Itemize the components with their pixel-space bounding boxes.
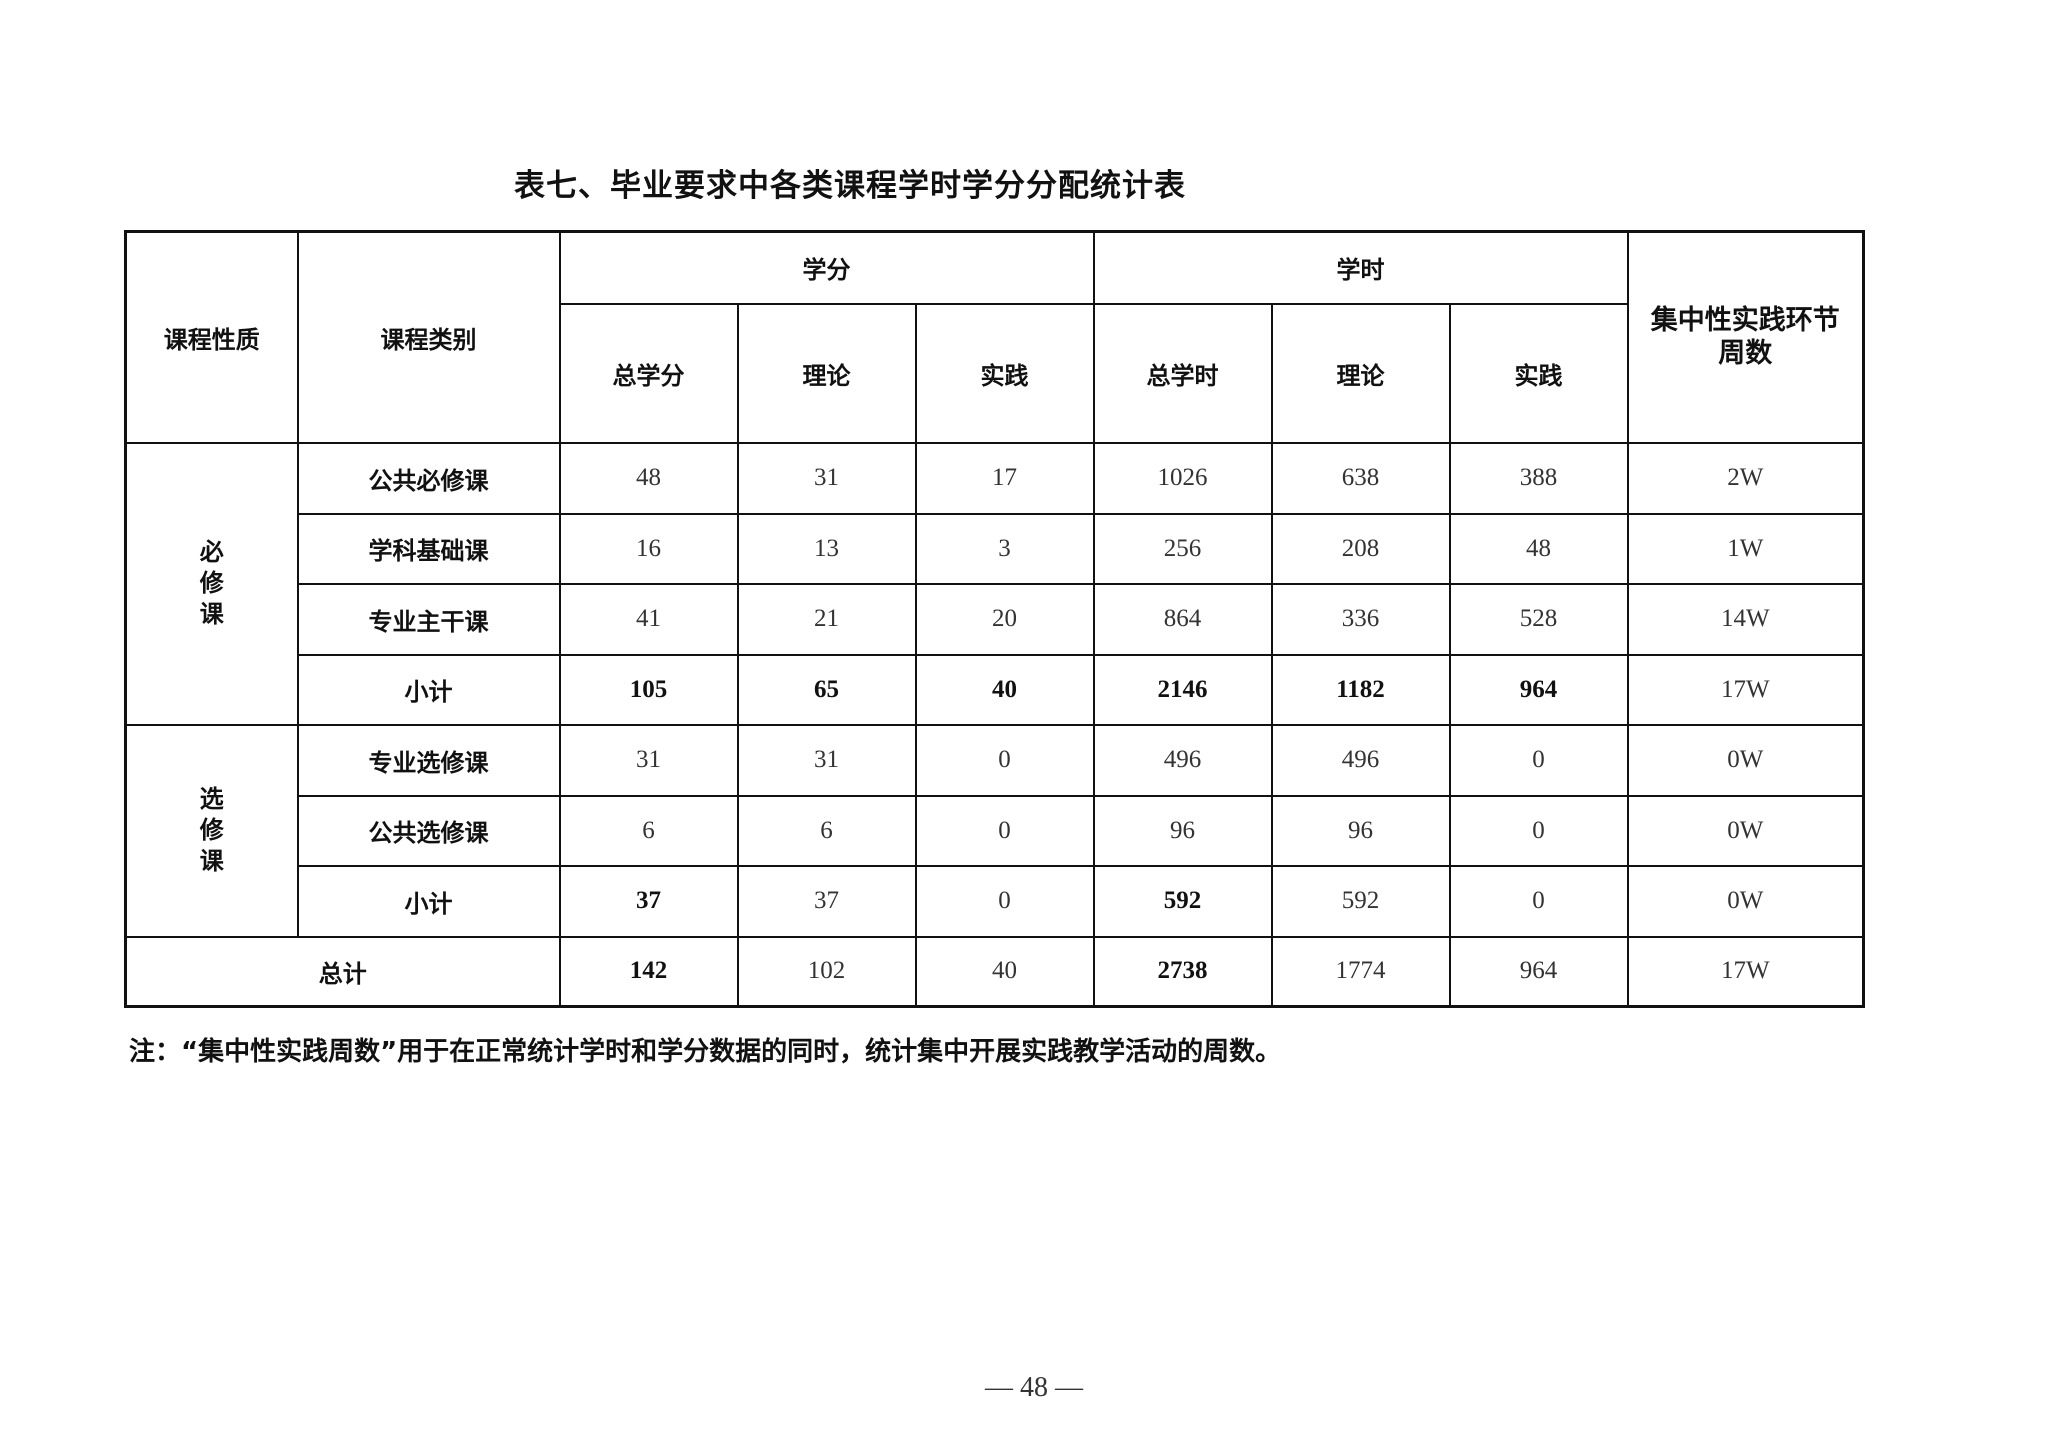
header-course-category: 课程类别 <box>296 230 561 444</box>
total-value-cell: 1774 <box>1270 935 1451 1008</box>
table-row: 公共选修课 6 6 0 96 96 0 0W <box>126 794 1865 867</box>
value-cell: 96 <box>1092 794 1273 867</box>
value-cell: 14W <box>1626 582 1865 656</box>
table-row: 专业主干课 41 21 20 864 336 528 14W <box>126 582 1865 656</box>
table-note: 注：“集中性实践周数”用于在正常统计学时和学分数据的同时，统计集中开展实践教学活… <box>129 1037 1282 1067</box>
value-cell: 0W <box>1626 864 1865 938</box>
value-cell: 21 <box>736 582 917 656</box>
course-category-cell: 公共选修课 <box>296 794 561 867</box>
course-category-cell: 小计 <box>296 864 561 938</box>
total-row: 总计 142 102 40 2738 1774 964 17W <box>124 935 1865 1008</box>
table-row: 小计 37 37 0 592 592 0 0W <box>126 864 1865 938</box>
header-theory-hours: 理论 <box>1270 302 1451 444</box>
header-theory-credits: 理论 <box>736 302 917 444</box>
header-practice-weeks: 集中性实践环节周数 <box>1626 230 1865 444</box>
table-title: 表七、毕业要求中各类课程学时学分分配统计表 <box>514 168 1186 204</box>
value-cell: 17W <box>1626 653 1865 726</box>
course-nature-cell: 选修课 <box>124 723 299 938</box>
value-cell: 37 <box>558 864 739 938</box>
total-value-cell: 40 <box>914 935 1095 1008</box>
value-cell: 31 <box>736 441 917 515</box>
course-nature-cell: 必修课 <box>124 441 299 726</box>
course-category-cell: 专业主干课 <box>296 582 561 656</box>
value-cell: 388 <box>1448 441 1629 515</box>
value-cell: 1182 <box>1270 653 1451 726</box>
value-cell: 0 <box>1448 794 1629 867</box>
value-cell: 48 <box>558 441 739 515</box>
value-cell: 0W <box>1626 723 1865 797</box>
page-number: — 48 — <box>985 1372 1083 1403</box>
value-cell: 40 <box>914 653 1095 726</box>
course-category-cell: 专业选修课 <box>296 723 561 797</box>
value-cell: 17 <box>914 441 1095 515</box>
table-row: 选修课 专业选修课 31 31 0 496 496 0 0W <box>124 723 1865 938</box>
value-cell: 256 <box>1092 512 1273 585</box>
table-row: 必修课 公共必修课 48 31 17 1026 638 388 2W <box>124 441 1865 726</box>
value-cell: 31 <box>736 723 917 797</box>
header-total-credits: 总学分 <box>558 302 739 444</box>
value-cell: 13 <box>736 512 917 585</box>
value-cell: 2146 <box>1092 653 1273 726</box>
table-row: 学科基础课 16 13 3 256 208 48 1W <box>126 512 1865 585</box>
header-course-nature: 课程性质 <box>124 230 299 444</box>
header-credits: 学分 <box>558 230 1095 305</box>
total-value-cell: 2738 <box>1092 935 1273 1008</box>
value-cell: 964 <box>1448 653 1629 726</box>
value-cell: 496 <box>1270 723 1451 797</box>
value-cell: 528 <box>1448 582 1629 656</box>
course-category-cell: 公共必修课 <box>296 441 561 515</box>
total-label: 总计 <box>124 935 561 1008</box>
value-cell: 0 <box>914 794 1095 867</box>
value-cell: 208 <box>1270 512 1451 585</box>
value-cell: 48 <box>1448 512 1629 585</box>
course-nature-label: 选修课 <box>199 784 224 876</box>
value-cell: 6 <box>736 794 917 867</box>
header-practice-credits: 实践 <box>914 302 1095 444</box>
value-cell: 3 <box>914 512 1095 585</box>
total-value-cell: 102 <box>736 935 917 1008</box>
credit-hours-table: 课程性质 课程类别 学分 学时 集中性实践环节周数 总学分 理论 实践 总学时 … <box>124 230 1865 1008</box>
value-cell: 37 <box>736 864 917 938</box>
value-cell: 638 <box>1270 441 1451 515</box>
value-cell: 0 <box>1448 723 1629 797</box>
header-total-hours: 总学时 <box>1092 302 1273 444</box>
value-cell: 592 <box>1270 864 1451 938</box>
value-cell: 16 <box>558 512 739 585</box>
course-category-cell: 学科基础课 <box>296 512 561 585</box>
value-cell: 105 <box>558 653 739 726</box>
value-cell: 0 <box>914 864 1095 938</box>
course-category-cell: 小计 <box>296 653 561 726</box>
value-cell: 6 <box>558 794 739 867</box>
table-row: 小计 105 65 40 2146 1182 964 17W <box>126 653 1865 726</box>
value-cell: 496 <box>1092 723 1273 797</box>
header-row-1: 课程性质 课程类别 学分 学时 集中性实践环节周数 <box>124 230 1865 444</box>
value-cell: 2W <box>1626 441 1865 515</box>
value-cell: 65 <box>736 653 917 726</box>
header-hours: 学时 <box>1092 230 1629 305</box>
value-cell: 41 <box>558 582 739 656</box>
value-cell: 0W <box>1626 794 1865 867</box>
value-cell: 31 <box>558 723 739 797</box>
header-row-2: 总学分 理论 实践 总学时 理论 实践 <box>126 302 1864 444</box>
value-cell: 20 <box>914 582 1095 656</box>
value-cell: 864 <box>1092 582 1273 656</box>
value-cell: 1W <box>1626 512 1865 585</box>
total-value-cell: 17W <box>1626 935 1865 1008</box>
value-cell: 0 <box>1448 864 1629 938</box>
value-cell: 336 <box>1270 582 1451 656</box>
course-nature-label: 必修课 <box>199 537 224 629</box>
header-practice-hours: 实践 <box>1448 302 1629 444</box>
value-cell: 592 <box>1092 864 1273 938</box>
total-value-cell: 964 <box>1448 935 1629 1008</box>
total-value-cell: 142 <box>558 935 739 1008</box>
value-cell: 1026 <box>1092 441 1273 515</box>
value-cell: 0 <box>914 723 1095 797</box>
value-cell: 96 <box>1270 794 1451 867</box>
